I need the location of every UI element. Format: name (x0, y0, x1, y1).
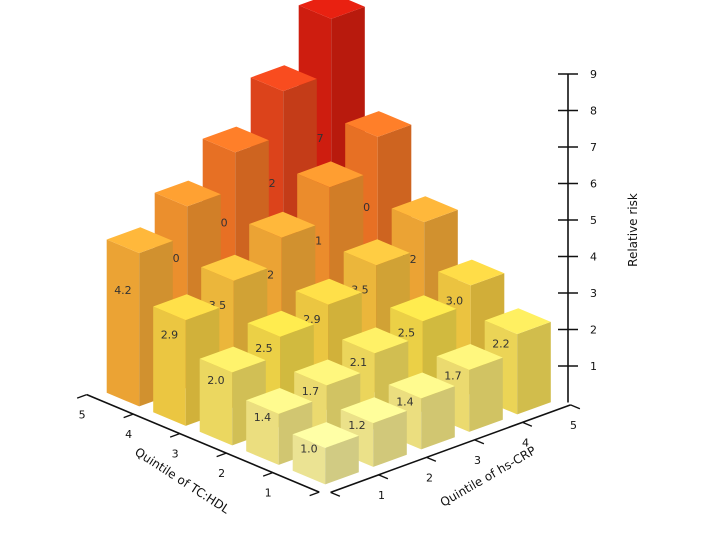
y-axis-tick (570, 404, 581, 410)
x-axis-line (86, 393, 320, 493)
z-tick-label: 8 (590, 105, 597, 118)
bar-value-label: 2.9 (161, 328, 179, 341)
y-axis-tick (330, 491, 341, 497)
floor-axes: 1 2 3 4 5 1 2 3 4 5 (76, 393, 581, 502)
bar-left-face (199, 358, 233, 446)
bar-value-label: 2.2 (492, 337, 510, 350)
bar-right-face (469, 357, 503, 432)
bar-value-label: 3.0 (446, 295, 464, 308)
x-axis-tick (123, 413, 134, 419)
bar-top-face (391, 196, 458, 223)
bar-top-face (343, 239, 410, 266)
bar-top-face (246, 388, 313, 414)
bar-top-face (340, 397, 407, 424)
bar-top-face (199, 346, 266, 373)
bar-left-face (246, 400, 279, 465)
bar-top-face (202, 126, 269, 153)
z-tick-label: 4 (590, 251, 597, 264)
x-tick-label: 2 (218, 467, 225, 480)
relative-risk-axis: 1 2 3 4 5 6 7 8 9 (558, 68, 597, 403)
bar-value-label: 2.5 (255, 342, 273, 355)
bar-value-label: 2.5 (398, 327, 416, 340)
bar-value-label: 1.4 (396, 396, 414, 409)
bar-top-face (154, 180, 221, 207)
bar-top-face (249, 211, 316, 238)
bar-left-face (292, 434, 326, 485)
bar-value-label: 4.2 (114, 284, 132, 297)
z-tick-label: 3 (590, 287, 597, 300)
bar-value-label: 1.0 (300, 442, 318, 455)
bar-top-face (247, 310, 314, 337)
bar-value-label: 1.4 (254, 411, 272, 424)
bar-value-label: 1.7 (302, 385, 320, 398)
bar-top-face (390, 295, 457, 322)
bar-right-face (373, 410, 407, 467)
x-tick-label: 3 (172, 448, 179, 461)
bar-value-label: 1.7 (444, 369, 462, 382)
bar-top-face (436, 344, 503, 370)
y-tick-label: 1 (378, 489, 385, 502)
bar-top-face (342, 327, 409, 354)
bar-right-face (517, 321, 551, 415)
x-axis-tick (309, 491, 320, 497)
z-tick-label: 1 (590, 360, 597, 373)
x-axis-tick (262, 471, 273, 477)
bar-top-face (106, 227, 173, 254)
z-axis-title: Relative risk (626, 193, 640, 267)
bar-top-face (438, 259, 505, 286)
bar-top-face (388, 372, 455, 399)
y-tick-label: 3 (474, 454, 481, 467)
x-axis-title: Quintile of TC:HDL (132, 445, 232, 517)
bar-left-face (106, 239, 140, 407)
z-tick-label: 5 (590, 214, 597, 227)
z-tick-label: 6 (590, 178, 597, 191)
y-axis-tick (378, 474, 389, 480)
bar-value-label: 1.2 (348, 419, 366, 432)
bar-value-label: 2.1 (350, 356, 368, 369)
y-axis-tick (522, 421, 533, 427)
bar: 1.0 (292, 422, 359, 485)
x-axis-tick (169, 432, 180, 438)
x-tick-label: 4 (125, 428, 132, 441)
bar-value-label: 2.0 (207, 374, 225, 387)
y-axis-line (330, 404, 571, 494)
x-axis-tick (76, 393, 87, 399)
y-axis-tick (426, 456, 437, 462)
bar-top-face (201, 254, 268, 281)
bar-top-face (484, 308, 551, 335)
z-tick-label: 9 (590, 68, 597, 81)
bar-top-face (295, 278, 362, 305)
y-axis-tick (474, 439, 485, 445)
bar-top-face (250, 65, 317, 92)
bar-top-face (294, 359, 361, 386)
y-tick-label: 5 (570, 419, 577, 432)
y-tick-label: 4 (522, 436, 529, 449)
bar-right-face (421, 386, 455, 450)
y-tick-label: 2 (426, 471, 433, 484)
bars: 8.77.26.06.05.14.25.04.23.53.04.23.52.92… (106, 0, 551, 485)
bar-top-face (297, 161, 364, 188)
bar-top-face (292, 422, 359, 448)
x-tick-label: 1 (265, 487, 272, 500)
z-tick-label: 2 (590, 324, 597, 337)
bar-top-face (298, 0, 365, 19)
bar-top-face (345, 111, 412, 137)
x-axis-tick (216, 452, 227, 458)
z-tick-label: 7 (590, 141, 597, 154)
bar-top-face (153, 294, 220, 321)
bar-left-face (153, 306, 186, 426)
x-tick-label: 5 (79, 409, 86, 422)
bar-right-face (325, 435, 359, 485)
y-axis-title: Quintile of hs-CRP (438, 443, 539, 509)
